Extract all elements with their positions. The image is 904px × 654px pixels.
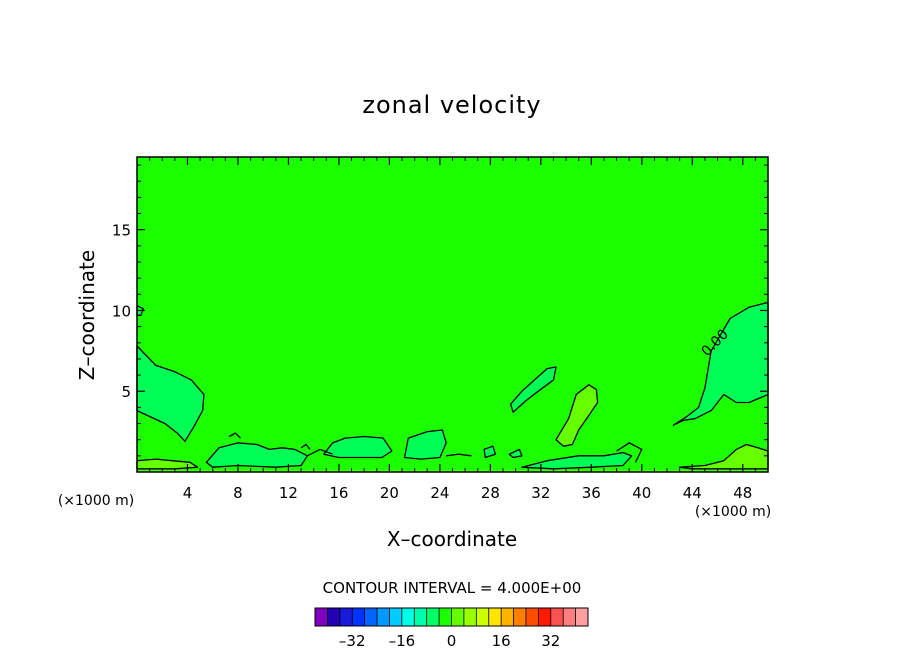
colorbar-tick-label: 16 [492,632,511,650]
contour-region-9 [508,448,523,459]
y-axis-label: Z–coordinate [75,250,99,380]
contour-line-3 [228,432,241,439]
contour-region-5 [403,429,447,460]
colorbar-swatch [501,608,514,626]
colorbar-swatch [389,608,403,626]
x-tick-label: 12 [279,484,298,502]
x-tick-label: 4 [183,484,193,502]
plot-background [137,157,768,472]
contour-region-7 [483,445,497,459]
colorbar-swatch [525,608,539,626]
colorbar-swatch [414,608,427,626]
contour-line-4 [300,443,311,450]
y-tick-label: 15 [112,222,131,240]
colorbar-swatch [439,608,452,626]
contour-region-3 [509,366,557,413]
colorbar-swatch [476,608,490,626]
contour-region-2 [672,301,769,426]
colorbar-swatch [575,608,589,626]
colorbar-swatch [513,608,527,626]
colorbar-tick-label: 0 [447,632,457,650]
x-axis-label: X–coordinate [387,527,517,551]
contour-region-4 [323,435,393,459]
colorbar-tick-label: 32 [541,632,560,650]
contour-region-10 [555,384,599,447]
contour-line-1 [446,453,472,457]
colorbar-tick-label: –16 [389,632,416,650]
colorbar-swatch [488,608,502,626]
colorbar: –32 –16 0 16 32 [314,607,589,650]
x-tick-label: 44 [683,484,702,502]
contour-interval: CONTOUR INTERVAL = 4.000E+00 [323,579,582,597]
y-tick-label: 10 [112,302,131,320]
colorbar-swatch [563,608,576,626]
colorbar-swatch [364,608,378,626]
colorbar-swatch [352,608,365,626]
colorbar-swatch [315,608,328,626]
colorbar-frame [314,607,589,627]
colorbar-swatch [401,608,415,626]
x-tick-label: 36 [582,484,601,502]
colorbar-swatch [451,608,465,626]
contour-line-2 [616,442,643,463]
colorbar-swatch [463,608,477,626]
x-unit-left: (×1000 m) [58,493,134,509]
x-tick-label: 32 [531,484,550,502]
colorbar-swatch [327,608,341,626]
x-unit-right: (×1000 m) [695,504,771,520]
x-tick-label: 16 [329,484,348,502]
x-tick-label: 8 [233,484,243,502]
colorbar-swatch [426,608,440,626]
x-tick-label: 40 [632,484,651,502]
x-tick-label: 24 [430,484,449,502]
x-tick-label: 28 [481,484,500,502]
chart-title: zonal velocity [362,91,541,119]
colorbar-swatch [377,608,390,626]
colorbar-tick-label: –32 [339,632,366,650]
colorbar-swatch [550,608,564,626]
contour-line-0 [307,448,333,457]
colorbar-swatch [339,608,353,626]
x-tick-label: 20 [380,484,399,502]
y-tick-label: 5 [121,383,131,401]
contour-region-8 [521,451,633,470]
colorbar-swatch [538,608,552,626]
contour-region-0 [136,345,205,442]
contour-region-11 [136,458,199,470]
x-tick-label: 48 [733,484,752,502]
